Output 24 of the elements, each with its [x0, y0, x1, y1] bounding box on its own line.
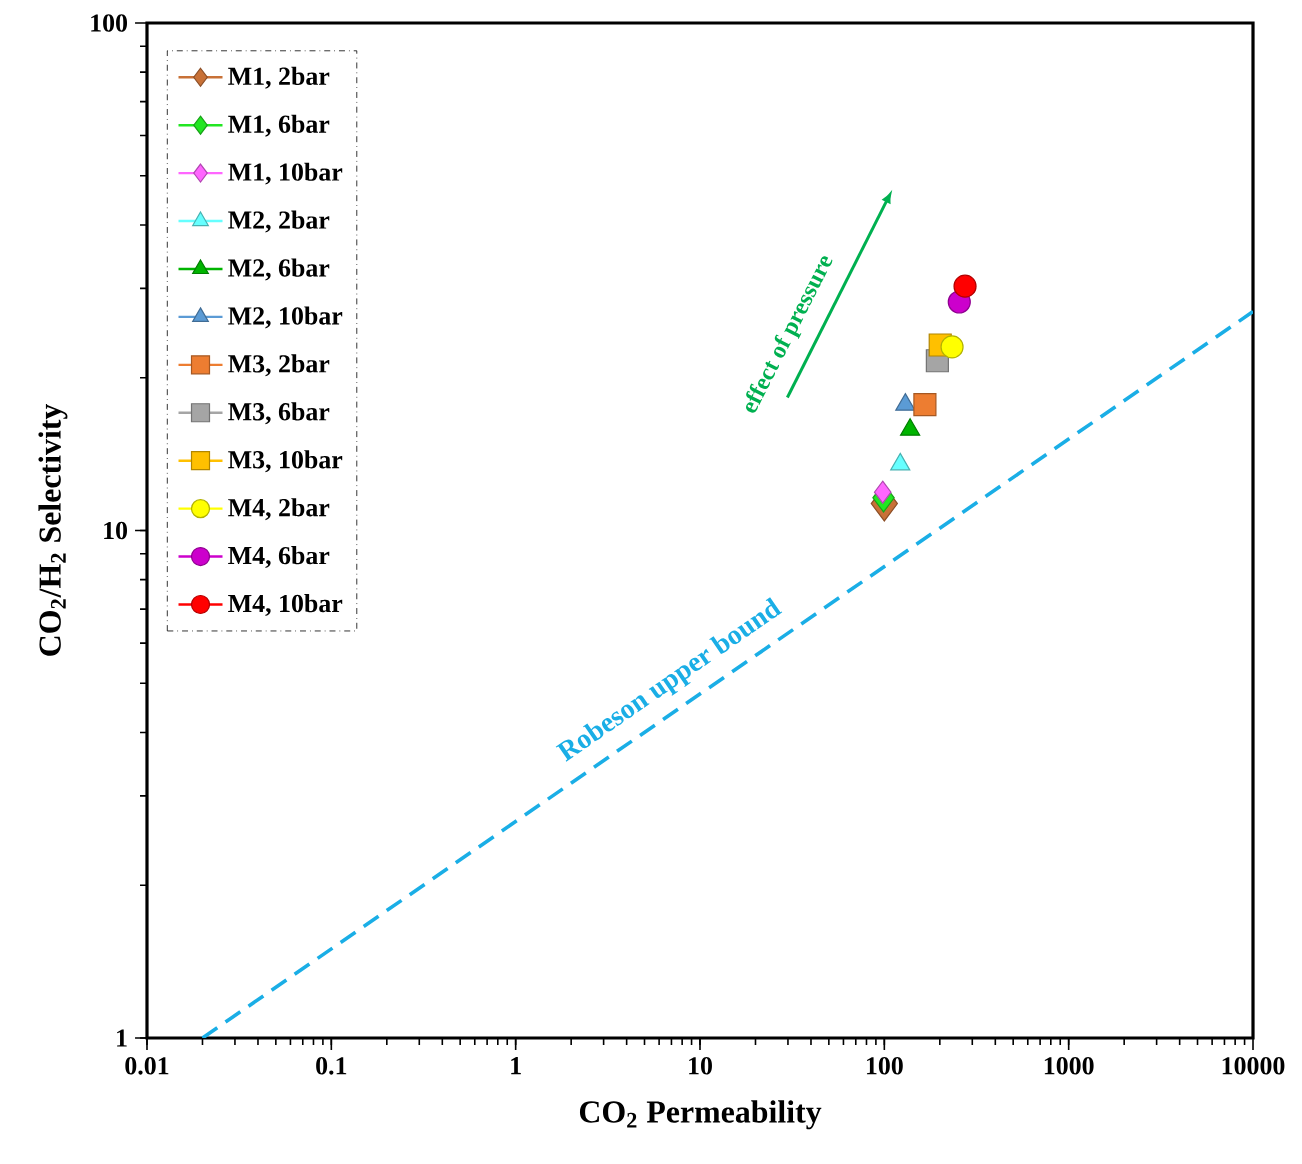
legend-label: M2, 6bar	[228, 258, 330, 281]
y-tick-label: 1	[117, 1029, 127, 1047]
x-tick-label: 0.01	[125, 1057, 169, 1075]
legend-label: M1, 2bar	[228, 66, 330, 89]
legend-label: M1, 6bar	[228, 114, 330, 137]
legend-label: M4, 10bar	[228, 594, 343, 616]
x-tick-label: 10	[689, 1057, 712, 1075]
x-tick-label: 1	[511, 1057, 521, 1075]
y-tick-label: 100	[91, 14, 128, 32]
legend-label: M4, 2bar	[228, 498, 330, 521]
y-tick-label: 10	[104, 521, 128, 540]
legend-label: M3, 2bar	[228, 354, 330, 377]
legend-label: M3, 6bar	[228, 402, 330, 425]
x-tick-label: 100	[866, 1057, 903, 1075]
x-axis-title: CO$_{2}$ Permeability	[579, 1100, 822, 1130]
y-axis-title: CO$_{2}$/H$_{2}$ Selectivity	[38, 403, 68, 656]
legend-label: M1, 10bar	[228, 162, 343, 185]
legend-label: M2, 2bar	[228, 210, 330, 233]
x-tick-label: 1000	[1044, 1057, 1094, 1075]
x-tick-label: 10000	[1222, 1057, 1285, 1075]
x-tick-label: 0.1	[316, 1057, 347, 1075]
legend-label: M4, 6bar	[228, 546, 330, 569]
legend-label: M2, 10bar	[228, 306, 343, 329]
legend-label: M3, 10bar	[228, 450, 343, 473]
